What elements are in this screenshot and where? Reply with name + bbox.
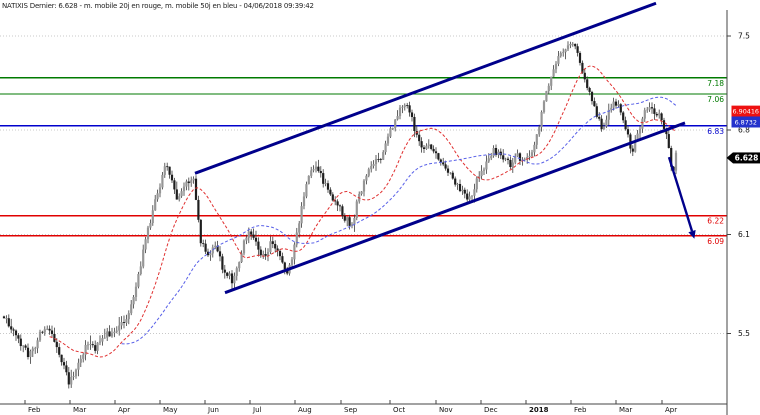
x-axis: Feb Mar Apr May Jun Jul Aug Sep Oct Nov Dec 2018 Feb…: [24, 400, 677, 414]
level-label-7.18: 7.18: [707, 79, 724, 88]
x-axis-label-Dec: Dec: [484, 406, 498, 414]
price-badge-6.628: [733, 152, 760, 164]
candles: [2, 41, 678, 389]
ma50-line: [121, 96, 677, 345]
trend-channel: [194, 1, 686, 295]
x-axis-label-May: May: [163, 406, 177, 414]
level-lines: [0, 77, 727, 237]
channel-upper-line: [194, 1, 657, 175]
x-axis-label-Aug: Aug: [298, 406, 312, 414]
level-labels: 7.18 7.06 6.83 6.22 6.09: [707, 79, 724, 246]
x-axis-label-Jun: Jun: [207, 406, 219, 414]
price-badge-text: 6.90416: [733, 108, 759, 116]
x-axis-label-Jul: Jul: [252, 406, 262, 414]
x-axis-label-Apr: Apr: [118, 406, 130, 414]
x-axis-label-Feb: Feb: [574, 406, 587, 414]
chart-title: NATIXIS Dernier: 6.628 - m. mobile 20j e…: [2, 2, 314, 10]
level-label-7.06: 7.06: [707, 95, 724, 104]
price-badge-6.8732: [731, 116, 760, 128]
x-axis-label-Mar: Mar: [619, 406, 632, 414]
channel-lower-line: [224, 121, 686, 295]
gridlines: [0, 35, 727, 335]
arrow-head-icon: [688, 230, 696, 239]
price-badge-6.90416: [731, 105, 760, 117]
y-axis: 7.5 6.8 6.1 5.5: [727, 31, 750, 338]
projection-arrow: [667, 156, 696, 239]
x-axis-label-Apr: Apr: [665, 406, 677, 414]
y-axis-label-6.8: 6.8: [738, 126, 750, 135]
price-badge-text: 6.8732: [735, 119, 757, 127]
y-axis-label-7.5: 7.5: [738, 31, 750, 40]
x-axis-label-Mar: Mar: [73, 406, 86, 414]
x-axis-label-Nov: Nov: [439, 406, 453, 414]
price-badge-text: 6.628: [735, 154, 759, 163]
badge-pointer-icon: [726, 152, 733, 164]
x-axis-label-Sep: Sep: [344, 406, 358, 414]
y-axis-label-6.1: 6.1: [738, 230, 750, 239]
price-badges: 6.90416 6.8732 6.628: [726, 105, 760, 164]
y-axis-label-5.5: 5.5: [738, 329, 750, 338]
x-axis-label-Feb: Feb: [28, 406, 41, 414]
ma20-line: [49, 65, 677, 358]
x-axis-label-Oct: Oct: [393, 406, 405, 414]
level-label-6.09: 6.09: [707, 237, 724, 246]
level-label-6.83: 6.83: [707, 127, 724, 136]
level-label-6.22: 6.22: [707, 217, 724, 226]
x-axis-label-2018: 2018: [529, 406, 549, 414]
axis-frame: [0, 10, 728, 415]
